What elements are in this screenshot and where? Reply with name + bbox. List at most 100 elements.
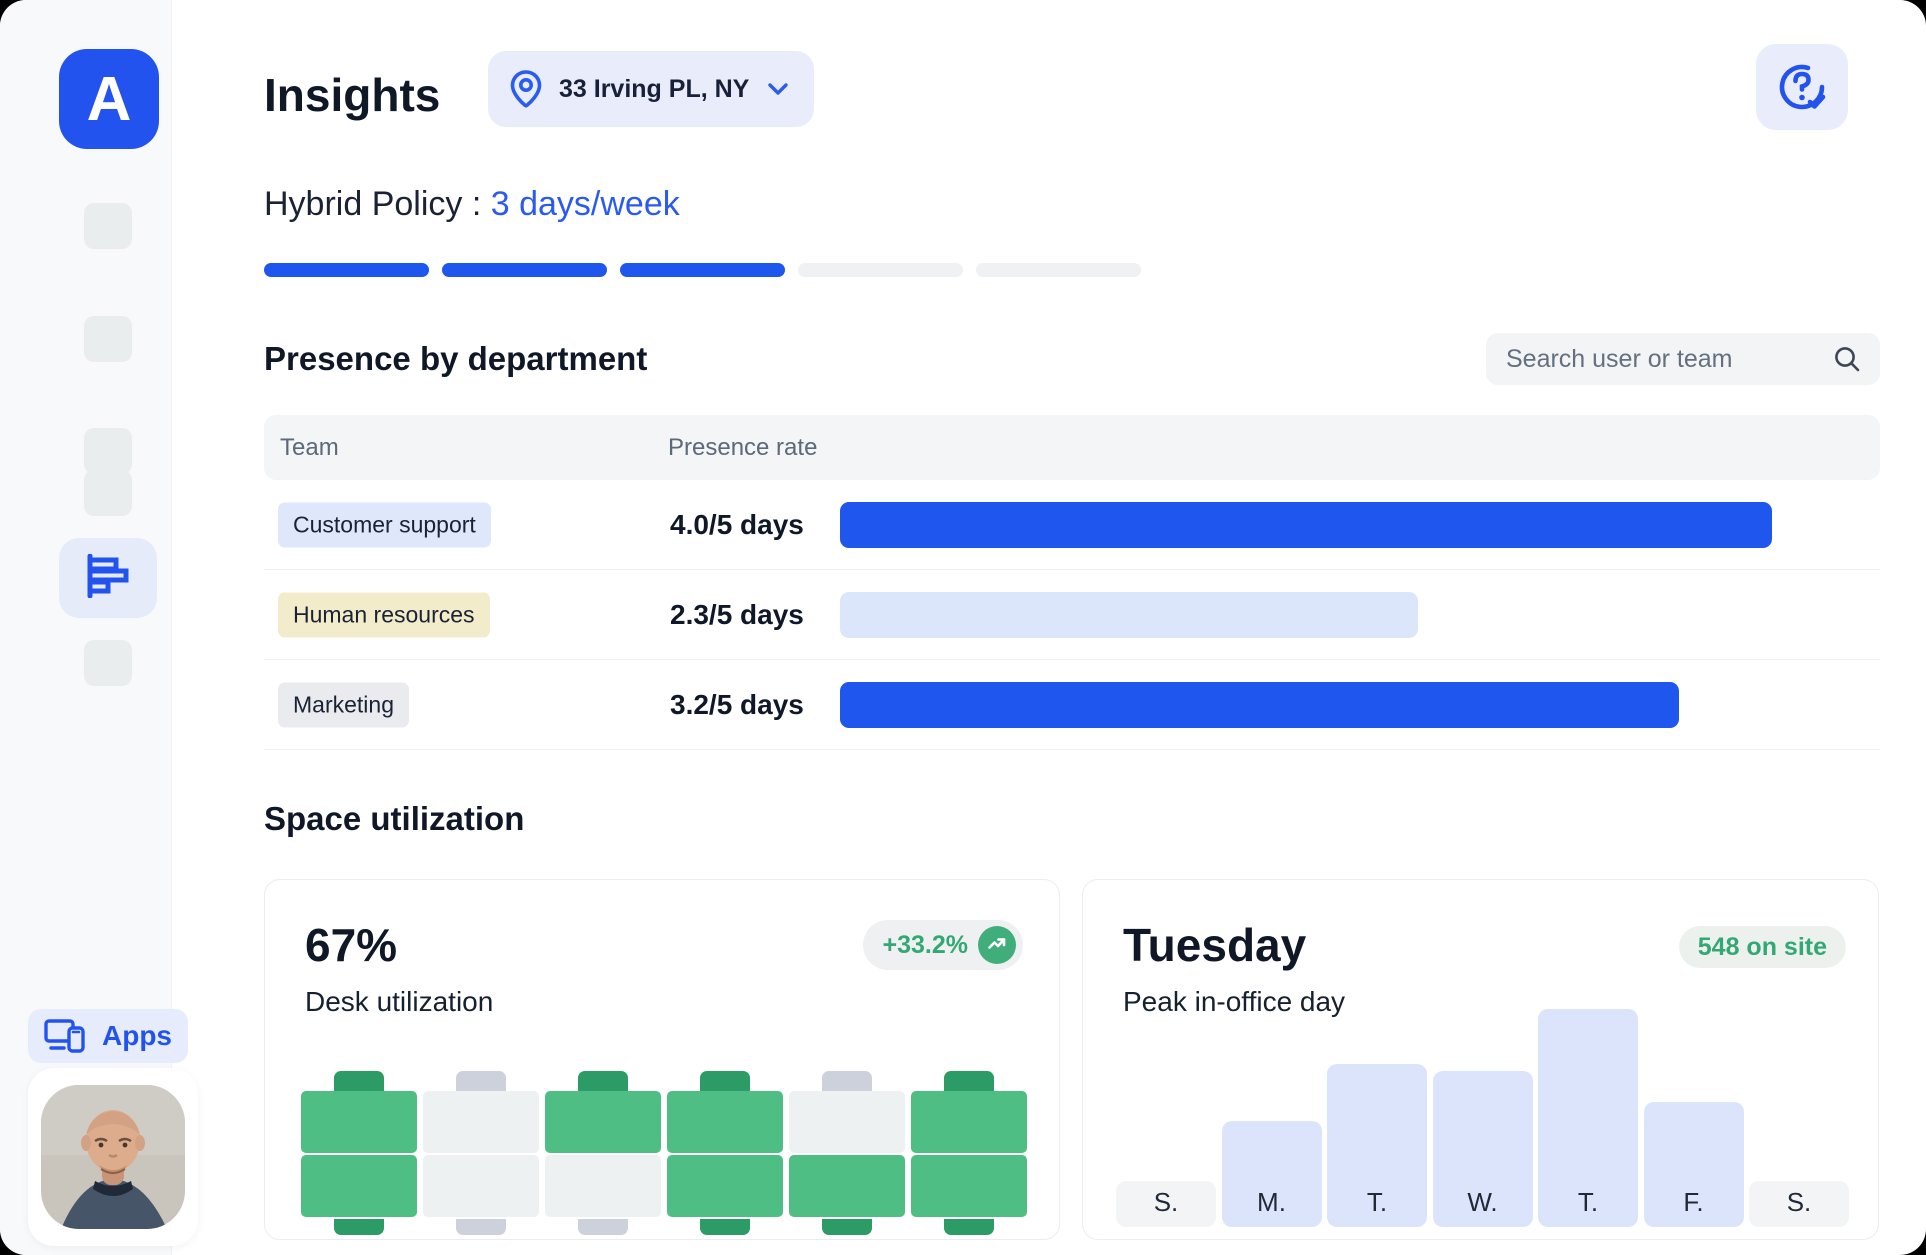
delta-badge: +33.2% xyxy=(862,920,1023,970)
help-button[interactable] xyxy=(1756,44,1848,130)
peak-day-value: Tuesday xyxy=(1123,919,1307,971)
desk-top xyxy=(667,1091,783,1153)
weekday-bar-3: T. xyxy=(1327,1064,1427,1227)
chair-icon xyxy=(944,1219,994,1235)
page-title: Insights xyxy=(264,69,441,121)
table-header: Team Presence rate xyxy=(264,415,1880,480)
chair-icon xyxy=(334,1071,384,1091)
weekday-bar-4: W. xyxy=(1432,1071,1533,1227)
weekday-label: T. xyxy=(1577,1187,1599,1217)
weekday-label: F. xyxy=(1683,1187,1704,1217)
column-header-team: Team xyxy=(280,433,339,461)
desk-bottom xyxy=(911,1155,1027,1217)
desk-bottom xyxy=(545,1155,661,1217)
delta-value: +33.2% xyxy=(882,930,969,959)
desk-top xyxy=(423,1091,539,1153)
search-input[interactable] xyxy=(1504,343,1832,375)
policy-segment-5 xyxy=(976,263,1141,277)
policy-segment-1 xyxy=(264,263,429,277)
onsite-count: 548 on site xyxy=(1697,932,1827,961)
chair-icon xyxy=(944,1071,994,1091)
devices-icon xyxy=(44,1018,88,1054)
sidebar: A xyxy=(0,0,172,1255)
column-header-rate: Presence rate xyxy=(668,433,818,461)
desk-utilization-label: Desk utilization xyxy=(305,986,494,1017)
horizontal-bar-chart-icon xyxy=(84,553,132,603)
help-question-check-icon xyxy=(1776,61,1828,113)
desk-top xyxy=(545,1091,661,1153)
desk-top xyxy=(301,1091,417,1153)
desk-bottom xyxy=(667,1155,783,1217)
apps-button[interactable]: Apps xyxy=(28,1009,188,1063)
trend-up-icon xyxy=(978,926,1016,964)
chair-icon xyxy=(578,1071,628,1091)
table-row-human-resources: Human resources 2.3/5 days xyxy=(264,570,1880,660)
chair-icon xyxy=(578,1219,628,1235)
onsite-badge: 548 on site xyxy=(1678,926,1846,968)
weekday-label: S. xyxy=(1786,1187,1812,1217)
presence-bar xyxy=(840,591,1772,638)
policy-segment-2 xyxy=(442,263,607,277)
presence-rate-value: 3.2/5 days xyxy=(670,688,804,720)
desk-utilization-card: 67% +33.2% Desk utilization xyxy=(264,879,1060,1240)
chair-icon xyxy=(456,1219,506,1235)
policy-segment-3 xyxy=(620,263,785,277)
app-logo[interactable]: A xyxy=(59,49,159,149)
weekday-label: W. xyxy=(1467,1187,1498,1217)
team-badge: Marketing xyxy=(278,682,409,727)
sidebar-item-5[interactable] xyxy=(84,640,132,686)
team-badge: Customer support xyxy=(278,502,491,547)
weekday-label: S. xyxy=(1153,1187,1179,1217)
sidebar-item-insights-active[interactable] xyxy=(59,538,157,618)
hybrid-policy-line: Hybrid Policy : 3 days/week xyxy=(264,185,680,224)
chair-icon xyxy=(700,1219,750,1235)
apps-button-label: Apps xyxy=(102,1020,172,1051)
sidebar-item-4[interactable] xyxy=(84,470,132,516)
desk-top xyxy=(789,1091,905,1153)
chair-icon xyxy=(822,1219,872,1235)
chair-icon xyxy=(822,1071,872,1091)
location-label: 33 Irving PL, NY xyxy=(559,74,750,103)
weekday-bar-2: M. xyxy=(1221,1121,1322,1227)
presence-bar xyxy=(840,681,1772,728)
weekday-bar-6: F. xyxy=(1643,1102,1744,1227)
weekday-label: M. xyxy=(1257,1187,1286,1217)
hybrid-policy-value: 3 days/week xyxy=(490,185,680,223)
presence-table: Team Presence rate Customer support 4.0/… xyxy=(264,415,1880,750)
desk-bottom xyxy=(301,1155,417,1217)
team-badge: Human resources xyxy=(278,592,490,637)
table-row-marketing: Marketing 3.2/5 days xyxy=(264,660,1880,750)
chevron-down-icon xyxy=(766,81,790,97)
desk-bottom xyxy=(789,1155,905,1217)
sidebar-item-1[interactable] xyxy=(84,203,132,249)
location-selector[interactable]: 33 Irving PL, NY xyxy=(488,51,815,127)
search-icon[interactable] xyxy=(1832,344,1862,374)
sidebar-item-3[interactable] xyxy=(84,428,132,474)
weekday-bar-1: S. xyxy=(1116,1181,1216,1227)
peak-day-label: Peak in-office day xyxy=(1123,986,1346,1017)
weekday-bar-5: T. xyxy=(1538,1009,1638,1227)
chair-icon xyxy=(456,1071,506,1091)
sidebar-item-2[interactable] xyxy=(84,316,132,362)
policy-progress-segments xyxy=(264,263,1141,277)
weekday-bar-7: S. xyxy=(1749,1181,1849,1227)
desk-top xyxy=(911,1091,1027,1153)
presence-section-title: Presence by department xyxy=(264,340,648,377)
app-logo-letter: A xyxy=(86,64,132,134)
location-pin-icon xyxy=(510,70,542,108)
weekday-label: T. xyxy=(1366,1187,1388,1217)
user-avatar[interactable] xyxy=(41,1085,185,1229)
peak-day-card: Tuesday 548 on site Peak in-office day S… xyxy=(1082,879,1879,1240)
presence-rate-value: 4.0/5 days xyxy=(670,508,804,540)
weekday-bar-chart: S. M. T. W. T. F. S. xyxy=(1116,927,1849,1227)
search-box xyxy=(1486,333,1880,385)
desk-utilization-value: 67% xyxy=(305,919,398,971)
table-row-customer-support: Customer support 4.0/5 days xyxy=(264,480,1880,570)
chair-icon xyxy=(700,1071,750,1091)
desk-bottom xyxy=(423,1155,539,1217)
chair-icon xyxy=(334,1219,384,1235)
hybrid-policy-label: Hybrid Policy : xyxy=(264,185,482,223)
space-section-title: Space utilization xyxy=(264,800,525,837)
presence-bar xyxy=(840,501,1772,548)
